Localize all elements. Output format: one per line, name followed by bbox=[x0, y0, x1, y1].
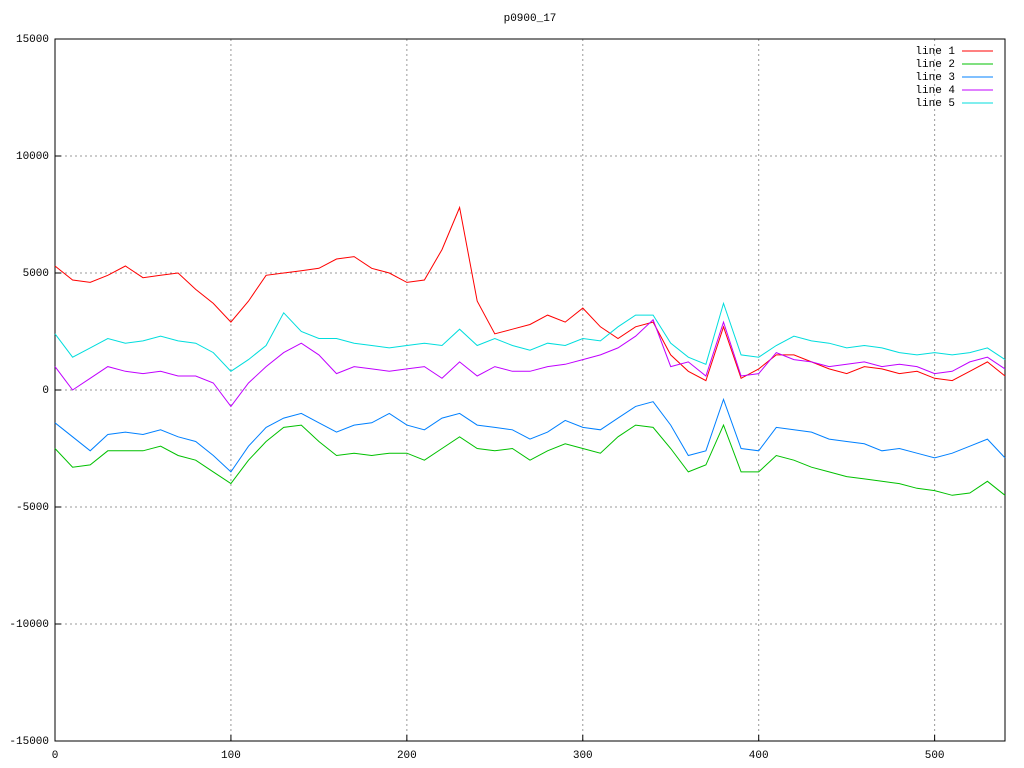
x-tick-label: 300 bbox=[573, 750, 593, 762]
series-line bbox=[54, 301, 1006, 372]
chart-title: p0900_17 bbox=[504, 13, 557, 25]
plot-border bbox=[54, 38, 1006, 742]
y-tick-label: 0 bbox=[42, 385, 49, 397]
legend-label: line 1 bbox=[915, 46, 955, 58]
series-line bbox=[54, 205, 1006, 382]
y-tick-label: -10000 bbox=[9, 619, 49, 631]
y-tick-label: -5000 bbox=[16, 502, 49, 514]
legend-label: line 2 bbox=[915, 59, 955, 71]
x-tick-label: 400 bbox=[749, 750, 769, 762]
y-tick-label: 5000 bbox=[23, 268, 49, 280]
series-line bbox=[54, 397, 1006, 473]
series-line bbox=[54, 318, 1006, 408]
y-tick-label: -15000 bbox=[9, 736, 49, 748]
legend-label: line 4 bbox=[915, 85, 955, 97]
legend-label: line 3 bbox=[915, 72, 955, 84]
series-line bbox=[54, 423, 1006, 496]
x-tick-label: 100 bbox=[221, 750, 241, 762]
y-tick-label: 15000 bbox=[16, 34, 49, 46]
legend-label: line 5 bbox=[915, 98, 955, 110]
y-tick-label: 10000 bbox=[16, 151, 49, 163]
x-tick-label: 0 bbox=[52, 750, 59, 762]
x-tick-label: 500 bbox=[925, 750, 945, 762]
x-tick-label: 200 bbox=[397, 750, 417, 762]
